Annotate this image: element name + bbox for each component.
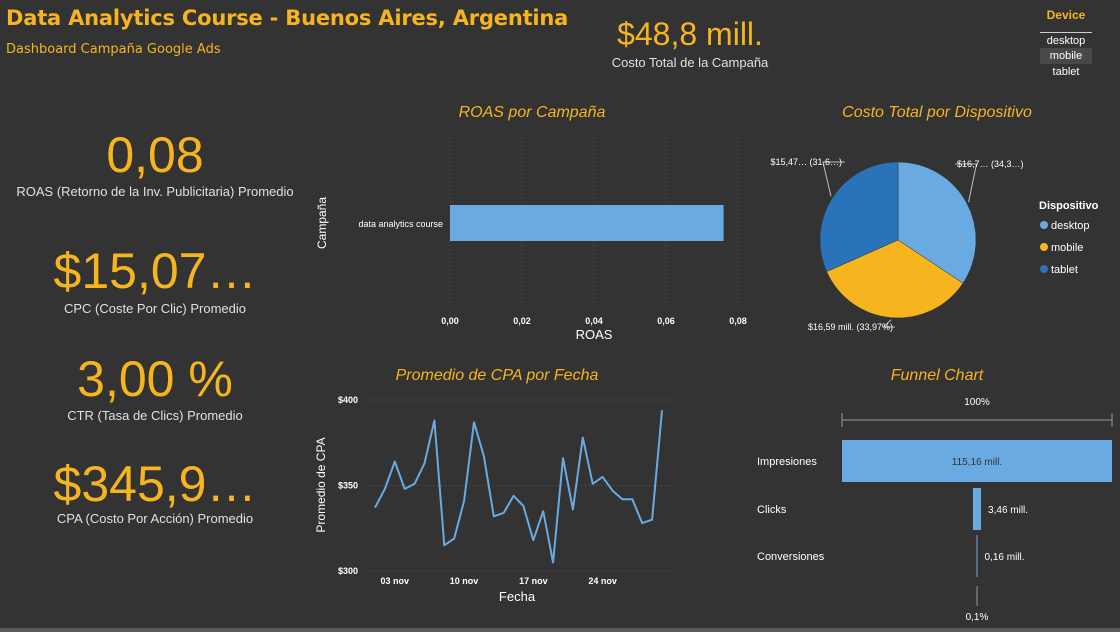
- roas-x-tick-label: 0,02: [513, 316, 531, 326]
- cpa-x-tick-label: 03 nov: [381, 576, 410, 586]
- bottom-scroll-bar: [0, 628, 1120, 632]
- cpc-kpi-value: $15,07…: [53, 243, 257, 299]
- slicer-item-tablet[interactable]: tablet: [1052, 66, 1080, 78]
- total-cost-label: Costo Total de la Campaña: [611, 55, 769, 70]
- funnel-chart: 100% Impresiones 115,16 mill. Clicks 3,46 m…: [757, 397, 1113, 623]
- funnel-top-percent: 100%: [964, 397, 990, 408]
- slicer-item-desktop[interactable]: desktop: [1040, 32, 1092, 48]
- roas-bar[interactable]: [450, 205, 724, 241]
- cpa-x-tick-label: 10 nov: [450, 576, 479, 586]
- cpa-y-tick-label: $400: [338, 395, 358, 405]
- roas-kpi-label: ROAS (Retorno de la Inv. Publicitaria) P…: [16, 184, 294, 199]
- cpa-x-axis-label: Fecha: [499, 589, 536, 604]
- funnel-bottom-percent: 0,1%: [966, 612, 989, 623]
- cpc-kpi-label: CPC (Coste Por Clic) Promedio: [63, 301, 247, 316]
- cpa-kpi-label: CPA (Costo Por Acción) Promedio: [56, 511, 254, 526]
- funnel-category-label: Clicks: [757, 504, 787, 516]
- ctr-kpi-label: CTR (Tasa de Clics) Promedio: [67, 408, 243, 423]
- cpa-chart-title: Promedio de CPA por Fecha: [395, 367, 599, 384]
- roas-chart-title: ROAS por Campaña: [458, 104, 606, 121]
- roas-bar-chart: 0,00 0,02 0,04 0,06 0,08 data analytics cour…: [315, 137, 747, 342]
- pie-legend-marker: [1040, 265, 1048, 273]
- device-slicer-title: Device: [1046, 8, 1086, 22]
- ctr-kpi-value: 3,00 %: [77, 351, 233, 407]
- cpa-series-line: [374, 410, 663, 564]
- cpa-y-axis-label: Promedio de CPA: [314, 437, 328, 532]
- cpa-x-tick-label: 17 nov: [519, 576, 548, 586]
- pie-legend-title: Dispositivo: [1039, 200, 1099, 212]
- roas-x-tick-label: 0,06: [657, 316, 675, 326]
- roas-y-axis-label: Campaña: [315, 197, 329, 249]
- pie-legend-item-tablet[interactable]: tablet: [1051, 264, 1078, 276]
- roas-kpi-value: 0,08: [106, 127, 204, 183]
- cpa-x-tick-label: 24 nov: [588, 576, 617, 586]
- roas-x-axis-label: ROAS: [576, 327, 613, 342]
- roas-category-label: data analytics course: [358, 219, 443, 229]
- pie-legend-item-desktop[interactable]: desktop: [1051, 220, 1090, 232]
- device-pie-chart: $16,7… (34,3…) $16,59 mill. (33,97%) $15…: [770, 157, 1099, 332]
- dashboard-title: Data Analytics Course - Buenos Aires, Ar…: [6, 6, 569, 30]
- pie-leader-line: [822, 161, 845, 197]
- pie-leader-line: [955, 163, 978, 203]
- roas-x-tick-label: 0,00: [441, 316, 459, 326]
- funnel-category-label: Impresiones: [757, 456, 817, 468]
- pie-slice-tablet[interactable]: [819, 161, 899, 272]
- funnel-category-label: Conversiones: [757, 551, 825, 563]
- pie-label-tablet: $15,47… (31,6…): [770, 157, 842, 167]
- pie-label-mobile: $16,59 mill. (33,97%): [808, 322, 893, 332]
- cpa-line-chart: $300 $350 $400 03 nov 10 nov 17 nov 24 nov Pr…: [314, 395, 670, 604]
- slicer-item-mobile[interactable]: mobile: [1040, 48, 1092, 64]
- cpa-y-tick-label: $350: [338, 481, 358, 491]
- funnel-bar-clicks[interactable]: [972, 488, 982, 530]
- pie-label-desktop: $16,7… (34,3…): [957, 159, 1024, 169]
- pie-legend-marker: [1040, 221, 1048, 229]
- funnel-chart-title: Funnel Chart: [890, 367, 984, 384]
- pie-legend-marker: [1040, 243, 1048, 251]
- pie-slice-mobile[interactable]: [826, 239, 964, 319]
- funnel-value-label: 0,16 mill.: [985, 552, 1025, 563]
- funnel-value-label: 115,16 mill.: [952, 457, 1002, 468]
- device-slicer[interactable]: desktop mobile tablet: [1040, 32, 1092, 80]
- funnel-bar-conversiones[interactable]: [976, 535, 978, 577]
- funnel-value-label: 3,46 mill.: [988, 505, 1028, 516]
- roas-x-tick-label: 0,04: [585, 316, 603, 326]
- pie-legend-item-mobile[interactable]: mobile: [1051, 242, 1083, 254]
- pie-leader-line: [881, 319, 895, 328]
- roas-x-tick-label: 0,08: [729, 316, 747, 326]
- pie-chart-title: Costo Total por Dispositivo: [842, 104, 1032, 121]
- cpa-y-tick-label: $300: [338, 566, 358, 576]
- dashboard-subtitle: Dashboard Campaña Google Ads: [6, 42, 221, 57]
- total-cost-value: $48,8 mill.: [617, 16, 763, 52]
- funnel-bar-impresiones[interactable]: [842, 440, 1112, 482]
- cpa-kpi-value: $345,9…: [53, 456, 257, 512]
